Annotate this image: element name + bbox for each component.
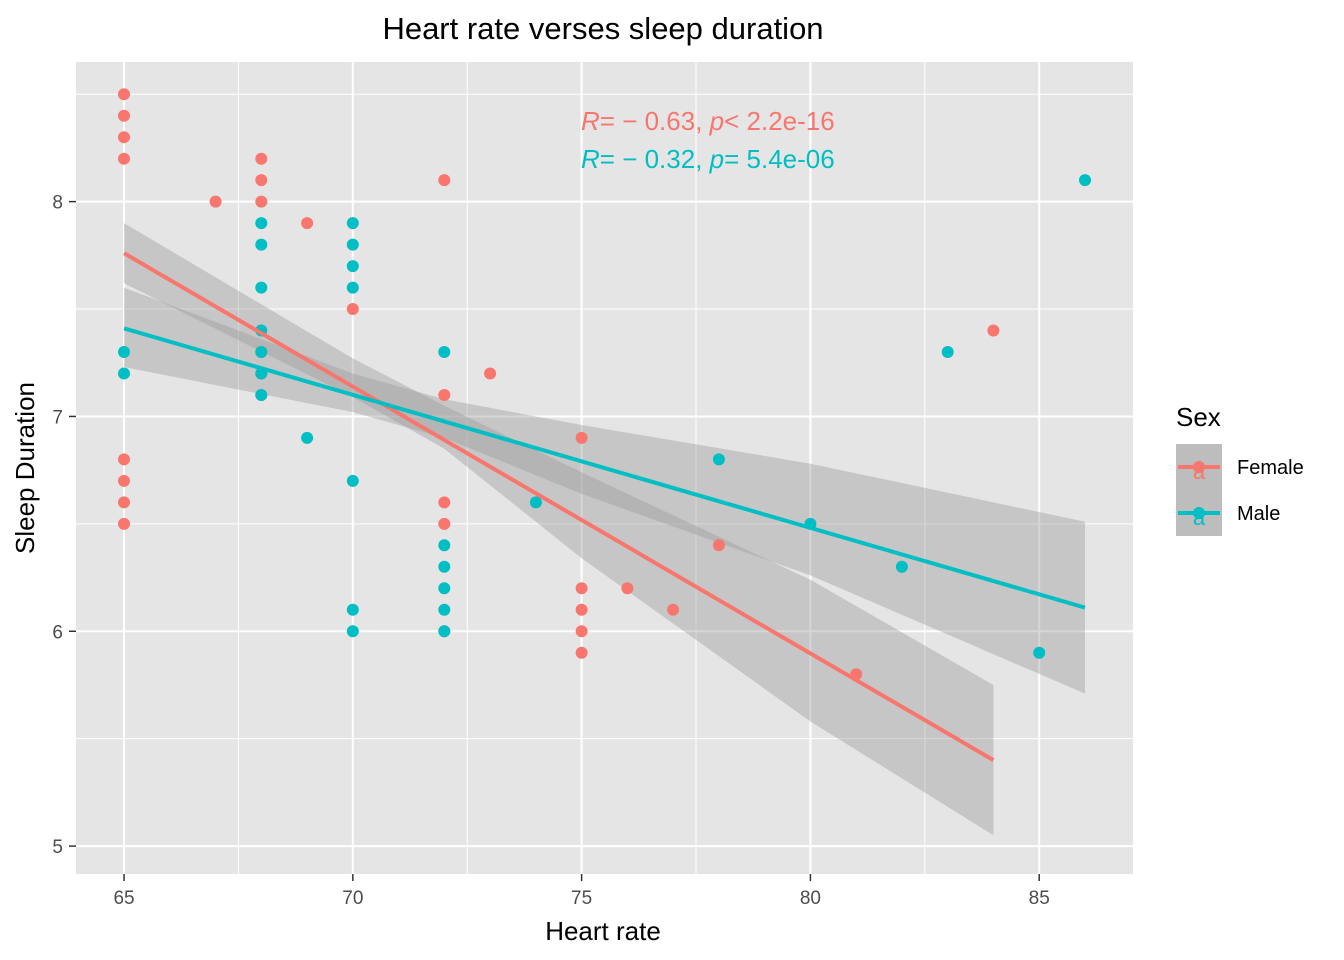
stat-p-value: = 5.4e-06 <box>724 144 835 174</box>
data-point-female <box>255 152 268 165</box>
stat-r-symbol: R <box>581 106 600 136</box>
stat-p-symbol: p <box>709 106 724 136</box>
data-point-male <box>255 281 268 294</box>
data-point-female <box>255 174 268 187</box>
data-point-female <box>575 431 588 444</box>
x-tick-label: 65 <box>113 888 134 909</box>
x-tick-label: 80 <box>800 888 821 909</box>
stat-r-value: = − 0.63, <box>600 106 710 136</box>
stat-r-symbol: R <box>581 144 600 174</box>
data-point-female <box>118 131 130 144</box>
data-point-female <box>575 625 588 638</box>
data-point-male <box>438 560 451 573</box>
confidence-ribbon-female <box>124 223 994 836</box>
data-point-female <box>621 582 634 595</box>
data-point-male <box>438 346 451 358</box>
data-point-male <box>438 603 451 616</box>
data-point-female <box>438 389 451 401</box>
x-tick-label: 75 <box>571 888 592 909</box>
chart-title: Heart rate verses sleep duration <box>382 11 823 46</box>
data-point-male <box>941 346 954 358</box>
data-point-female <box>118 109 130 122</box>
legend-key-point <box>1193 507 1205 519</box>
data-point-male <box>255 217 268 230</box>
y-tick-label: 7 <box>52 407 63 428</box>
data-point-male <box>529 496 542 509</box>
y-axis-title: Sleep Duration <box>10 382 40 554</box>
data-point-male <box>1033 646 1046 659</box>
x-tick-label: 70 <box>342 888 363 909</box>
minor-gridlines <box>76 62 1133 874</box>
data-point-female <box>255 195 268 208</box>
data-point-male <box>301 431 314 444</box>
data-point-female <box>438 517 451 530</box>
data-point-male <box>346 281 359 294</box>
data-point-female <box>575 603 588 616</box>
data-point-female <box>575 646 588 659</box>
stat-label-male: R= − 0.32, p= 5.4e-06 <box>581 144 835 174</box>
data-point-female <box>118 517 130 530</box>
data-point-male <box>346 238 359 251</box>
stat-r-value: = − 0.32, <box>600 144 710 174</box>
data-point-male <box>118 367 130 380</box>
data-point-female <box>301 217 314 230</box>
major-gridlines <box>76 62 1133 874</box>
data-point-male <box>346 260 359 273</box>
data-point-female <box>118 474 130 487</box>
data-point-male <box>438 625 451 638</box>
data-point-female <box>438 496 451 509</box>
data-point-male <box>255 238 268 251</box>
data-point-male <box>438 539 451 552</box>
confidence-ribbons <box>124 223 1085 836</box>
data-point-female <box>712 539 725 552</box>
data-point-male <box>346 217 359 230</box>
data-point-female <box>346 303 359 315</box>
data-point-female <box>118 453 130 466</box>
regression-lines <box>123 251 1086 762</box>
data-point-female <box>575 582 588 595</box>
data-point-female <box>438 174 451 187</box>
x-axis: 65 70 75 80 85 <box>113 874 1050 909</box>
data-point-male <box>438 582 451 595</box>
data-point-female <box>484 367 497 380</box>
data-point-female <box>118 88 130 101</box>
y-tick-label: 5 <box>52 837 63 858</box>
data-point-male <box>1079 174 1091 187</box>
legend-keys: a Female a Male <box>1176 444 1304 536</box>
regression-line-male <box>123 326 1086 610</box>
stat-p-symbol: p <box>709 144 724 174</box>
data-point-female <box>118 496 130 509</box>
y-axis: 5 6 7 8 <box>52 193 76 858</box>
legend-key-glyph: a <box>1193 505 1206 530</box>
y-tick-label: 8 <box>52 193 63 214</box>
regression-line-female <box>123 251 995 762</box>
legend-label-female: Female <box>1237 457 1304 479</box>
data-point-male <box>712 453 725 466</box>
legend-key-glyph: a <box>1193 459 1206 484</box>
data-point-male <box>895 560 908 573</box>
legend-label-male: Male <box>1237 503 1280 525</box>
stat-label-female: R= − 0.63, p< 2.2e-16 <box>581 106 835 136</box>
data-point-female <box>118 152 130 165</box>
data-point-male <box>255 346 268 358</box>
confidence-ribbon-male <box>124 287 1085 694</box>
legend-key-point <box>1193 461 1205 473</box>
x-axis-title: Heart rate <box>545 916 661 946</box>
legend: Sex a Female a Male <box>1176 402 1304 536</box>
data-point-male <box>255 389 268 401</box>
x-tick-label: 85 <box>1029 888 1050 909</box>
legend-title: Sex <box>1176 402 1221 432</box>
data-point-male <box>346 603 359 616</box>
data-point-female <box>667 603 680 616</box>
data-point-female <box>209 195 222 208</box>
data-point-male <box>118 346 130 358</box>
data-point-male <box>346 625 359 638</box>
data-point-female <box>987 324 1000 337</box>
data-point-male <box>346 474 359 487</box>
stat-p-value: < 2.2e-16 <box>724 106 835 136</box>
y-tick-label: 6 <box>52 622 63 643</box>
